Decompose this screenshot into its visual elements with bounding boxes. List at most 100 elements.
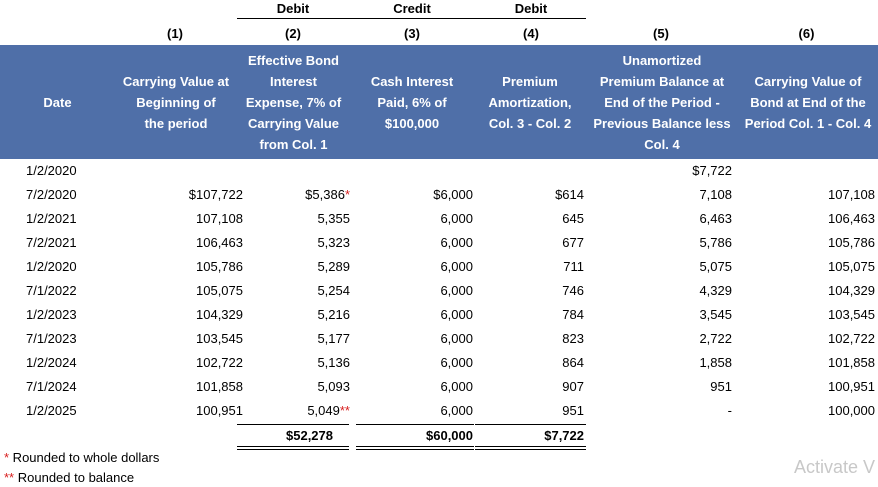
cell-carrying-value-beginning-value: 105,786 — [196, 259, 243, 274]
header-carrying-value-end: Carrying Value of Bond at End of the Per… — [744, 73, 872, 131]
cell-unamortized-premium: $7,722 — [692, 163, 732, 181]
cell-cash-interest: 6,000 — [440, 403, 473, 421]
cell-unamortized-premium-value: $7,722 — [692, 163, 732, 178]
cell-interest-expense-value: 5,093 — [317, 379, 350, 394]
cell-carrying-value-end: 106,463 — [828, 211, 875, 229]
cell-premium-amortization: $614 — [555, 187, 584, 205]
cell-unamortized-premium-value: 4,329 — [699, 283, 732, 298]
cell-unamortized-premium-value: 6,463 — [699, 211, 732, 226]
table-row: 7/1/2023 103,545 5,177 6,000 823 2,722 102,722 — [0, 328, 878, 352]
cell-unamortized-premium-value: 3,545 — [699, 307, 732, 322]
cell-date: 1/2/2023 — [26, 307, 77, 325]
cell-date: 7/2/2021 — [26, 235, 77, 253]
cell-premium-amortization-value: 907 — [562, 379, 584, 394]
cell-cash-interest-value: 6,000 — [440, 331, 473, 346]
cell-premium-amortization: 711 — [563, 259, 584, 277]
cell-premium-amortization: 645 — [562, 211, 584, 229]
cell-date-value: 7/2/2020 — [26, 187, 77, 202]
cell-cash-interest-value: 6,000 — [440, 235, 473, 250]
cell-carrying-value-beginning-value: 105,075 — [196, 283, 243, 298]
cell-unamortized-premium: 1,858 — [699, 355, 732, 373]
cell-carrying-value-beginning-value: 100,951 — [196, 403, 243, 418]
cell-date: 7/1/2022 — [26, 283, 77, 301]
header-cash-interest: Cash Interest Paid, 6% of $100,000 — [370, 73, 454, 131]
cell-unamortized-premium-value: 1,858 — [699, 355, 732, 370]
cell-carrying-value-end-value: 101,858 — [828, 355, 875, 370]
total-double-rule-col2 — [237, 446, 349, 450]
cell-date-value: 1/2/2024 — [26, 355, 77, 370]
footnote-mark: * — [344, 187, 350, 202]
cell-carrying-value-end-value: 104,329 — [828, 283, 875, 298]
cell-interest-expense-value: 5,177 — [317, 331, 350, 346]
cell-interest-expense-value: 5,323 — [317, 235, 350, 250]
cell-premium-amortization: 746 — [562, 283, 584, 301]
cell-premium-amortization-value: 746 — [562, 283, 584, 298]
cell-premium-amortization: 823 — [562, 331, 584, 349]
cell-premium-amortization-value: 711 — [563, 259, 584, 274]
cell-unamortized-premium: 4,329 — [699, 283, 732, 301]
cell-date: 7/2/2020 — [26, 187, 77, 205]
cell-premium-amortization-value: 677 — [562, 235, 584, 250]
cell-unamortized-premium-value: - — [727, 403, 732, 418]
cell-cash-interest: $6,000 — [433, 187, 473, 205]
total-rule-col4 — [475, 424, 586, 425]
cell-unamortized-premium-value: 2,722 — [699, 331, 732, 346]
cell-cash-interest-value: 6,000 — [440, 283, 473, 298]
cell-carrying-value-beginning: 104,329 — [196, 307, 243, 325]
cell-carrying-value-beginning-value: 104,329 — [196, 307, 243, 322]
totals-row: $52,278 $60,000 $7,722 — [0, 424, 878, 448]
cell-date-value: 1/2/2021 — [26, 211, 77, 226]
total-premium-amortization: $7,722 — [544, 428, 584, 443]
cell-carrying-value-end-value: 100,000 — [828, 403, 875, 418]
cell-date: 1/2/2021 — [26, 211, 77, 229]
cell-cash-interest-value: 6,000 — [440, 355, 473, 370]
cell-cash-interest-value: 6,000 — [440, 307, 473, 322]
footnote-mark: * — [4, 450, 10, 465]
footnote-rounded-balance: ** Rounded to balance — [4, 470, 159, 487]
cell-unamortized-premium: 6,463 — [699, 211, 732, 229]
cell-date-value: 1/2/2020 — [26, 163, 77, 178]
cell-carrying-value-beginning: $107,722 — [189, 187, 243, 205]
cell-carrying-value-beginning: 106,463 — [196, 235, 243, 253]
cell-unamortized-premium-value: 951 — [710, 379, 732, 394]
cell-premium-amortization-value: 645 — [562, 211, 584, 226]
cell-premium-amortization: 677 — [562, 235, 584, 253]
cell-date: 1/2/2024 — [26, 355, 77, 373]
cell-carrying-value-end: 104,329 — [828, 283, 875, 301]
header-carrying-value-beginning: Carrying Value at Beginning of the perio… — [122, 73, 230, 131]
cell-carrying-value-end: 105,786 — [828, 235, 875, 253]
cell-carrying-value-end: 102,722 — [828, 331, 875, 349]
cell-cash-interest-value: 6,000 — [440, 403, 473, 418]
cell-cash-interest: 6,000 — [440, 307, 473, 325]
cell-date-value: 1/2/2020 — [26, 259, 77, 274]
cell-carrying-value-end: 100,951 — [828, 379, 875, 397]
cell-unamortized-premium-value: 5,075 — [699, 259, 732, 274]
cell-unamortized-premium: 2,722 — [699, 331, 732, 349]
activation-watermark: Activate V — [794, 457, 876, 477]
cell-carrying-value-beginning: 102,722 — [196, 355, 243, 373]
total-cash-interest: $60,000 — [426, 428, 473, 443]
header-unamortized-premium: Unamortized Premium Balance at End of th… — [593, 52, 731, 152]
cell-unamortized-premium: 5,786 — [699, 235, 732, 253]
table-row: 1/2/2023 104,329 5,216 6,000 784 3,545 103,545 — [0, 304, 878, 328]
credit-label-col3: Credit — [393, 1, 431, 16]
cell-carrying-value-beginning-value: 102,722 — [196, 355, 243, 370]
cell-carrying-value-end-value: 107,108 — [828, 187, 875, 202]
column-numbers: (1) (2) (3) (4) (5) (6) — [0, 26, 878, 44]
cell-premium-amortization: 907 — [562, 379, 584, 397]
cell-interest-expense-value: 5,049 — [307, 403, 340, 418]
cell-carrying-value-end: 101,858 — [828, 355, 875, 373]
cell-interest-expense: 5,049** — [307, 403, 350, 421]
table-row: 1/2/2024 102,722 5,136 6,000 864 1,858 101,858 — [0, 352, 878, 376]
cell-interest-expense-value: 5,136 — [317, 355, 350, 370]
cell-cash-interest-value: 6,000 — [440, 259, 473, 274]
cell-carrying-value-beginning-value: 103,545 — [196, 331, 243, 346]
total-double-rule-col4 — [475, 446, 586, 450]
debit-credit-labels: Debit Credit Debit — [0, 0, 878, 19]
cell-cash-interest: 6,000 — [440, 379, 473, 397]
cell-interest-expense: 5,323 — [317, 235, 350, 253]
cell-interest-expense: 5,216 — [317, 307, 350, 325]
table-row: 1/2/2020 105,786 5,289 6,000 711 5,075 105,075 — [0, 256, 878, 280]
cell-cash-interest-value: $6,000 — [433, 187, 473, 202]
cell-date: 1/2/2020 — [26, 259, 77, 277]
